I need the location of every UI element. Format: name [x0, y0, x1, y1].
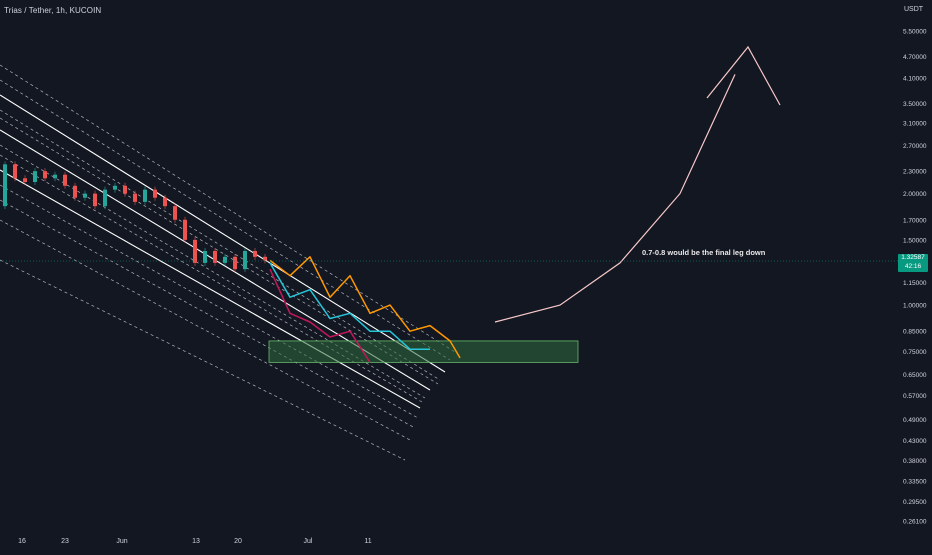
channel-solid-line-2 [0, 169, 421, 409]
channel-dashed-line-4 [0, 144, 426, 399]
price-candle [213, 250, 217, 263]
channel-dashed-line-6 [0, 184, 419, 419]
price-candle [173, 206, 177, 220]
y-axis-tick-label: 4.70000 [903, 54, 927, 61]
x-axis[interactable]: 16 23 Jun 13 20 Jul 11 [18, 538, 372, 545]
projection-path-pink[interactable] [269, 268, 371, 363]
price-candle [113, 185, 117, 190]
y-axis-tick-label: 0.49000 [903, 417, 927, 424]
price-candle [23, 178, 27, 183]
price-candle [123, 185, 127, 194]
price-candle [3, 164, 7, 207]
y-axis-tick-label: 0.57000 [903, 393, 927, 400]
y-axis-tick-label: 0.38000 [903, 458, 927, 465]
y-axis-tick-label: 5.50000 [903, 29, 927, 36]
y-axis-tick-label: 1.00000 [903, 303, 927, 310]
x-axis-tick-label: 23 [61, 538, 69, 545]
price-candle [243, 250, 247, 270]
price-candle [263, 256, 267, 261]
channel-dashed-line-2 [0, 109, 441, 381]
y-axis-tick-label: 3.50000 [903, 101, 927, 108]
y-axis-tick-label: 2.30000 [903, 169, 927, 176]
price-candle [203, 250, 207, 263]
y-axis-tick-label: 0.75000 [903, 349, 927, 356]
bar-countdown: 42:16 [904, 262, 922, 270]
y-axis-tick-label: 0.33500 [903, 478, 927, 485]
price-candle [223, 256, 227, 263]
y-axis-tick-label: 1.50000 [903, 237, 927, 244]
projection-paths [269, 256, 461, 363]
channel-dashed-line-7 [0, 199, 416, 429]
price-candle [153, 189, 157, 198]
x-axis-tick-label: Jul [304, 538, 313, 545]
price-candle [103, 189, 107, 207]
arrow-head[interactable] [706, 45, 781, 106]
price-candle [193, 239, 197, 263]
y-axis-tick-label: 0.65000 [903, 372, 927, 379]
price-candle [233, 256, 237, 270]
target-zone [268, 340, 579, 363]
price-candle [53, 174, 57, 179]
projection-path-cyan[interactable] [269, 262, 430, 350]
channel-solid-line-0 [0, 94, 446, 373]
price-candle [133, 193, 137, 202]
price-candle [33, 171, 37, 183]
x-axis-tick-label: 20 [234, 538, 242, 545]
channel-dashed-line-1 [0, 79, 451, 361]
price-candle [63, 174, 67, 186]
y-axis-tick-label: 2.70000 [903, 143, 927, 150]
price-candle [183, 219, 187, 240]
breakout-arrow [494, 45, 781, 323]
chart-title: Trias / Tether, 1h, KUCOIN [4, 6, 102, 15]
price-series [3, 161, 267, 273]
y-axis-tick-label: 3.10000 [903, 121, 927, 128]
price-candle [83, 193, 87, 198]
price-candle [163, 197, 167, 207]
channel-dashed-line-3 [0, 117, 439, 385]
price-candle [13, 164, 17, 179]
price-candle [73, 185, 77, 198]
axis-currency-label: USDT [904, 6, 924, 13]
projection-path-orange[interactable] [269, 256, 461, 359]
regression-channel [0, 64, 456, 461]
x-axis-tick-label: 16 [18, 538, 26, 545]
y-axis-tick-label: 0.26100 [903, 519, 927, 526]
price-candle [253, 250, 257, 257]
x-axis-tick-label: 13 [192, 538, 200, 545]
x-axis-tick-label: 11 [364, 538, 371, 545]
current-price-value: 1.32587 [901, 254, 925, 261]
y-axis-tick-label: 1.70000 [903, 217, 927, 224]
y-axis[interactable]: 5.50000 4.70000 4.10000 3.50000 3.10000 2.700… [903, 29, 927, 526]
y-axis-tick-label: 1.15000 [903, 280, 927, 287]
y-axis-tick-label: 0.85000 [903, 329, 927, 336]
y-axis-tick-label: 0.29500 [903, 499, 927, 506]
arrow-curve[interactable] [494, 74, 736, 323]
price-candle [143, 189, 147, 202]
price-candle [43, 171, 47, 179]
x-axis-tick-label: Jun [116, 538, 127, 545]
y-axis-tick-label: 2.00000 [903, 191, 927, 198]
channel-dashed-line-5 [0, 154, 423, 403]
y-axis-tick-label: 4.10000 [903, 76, 927, 83]
current-price-badge: 1.32587 42:16 [898, 254, 928, 272]
target-zone-rect[interactable] [268, 340, 579, 363]
y-axis-tick-label: 0.43000 [903, 438, 927, 445]
annotation-text[interactable]: 0.7-0.8 would be the final leg down [642, 248, 766, 257]
price-candle [93, 193, 97, 207]
